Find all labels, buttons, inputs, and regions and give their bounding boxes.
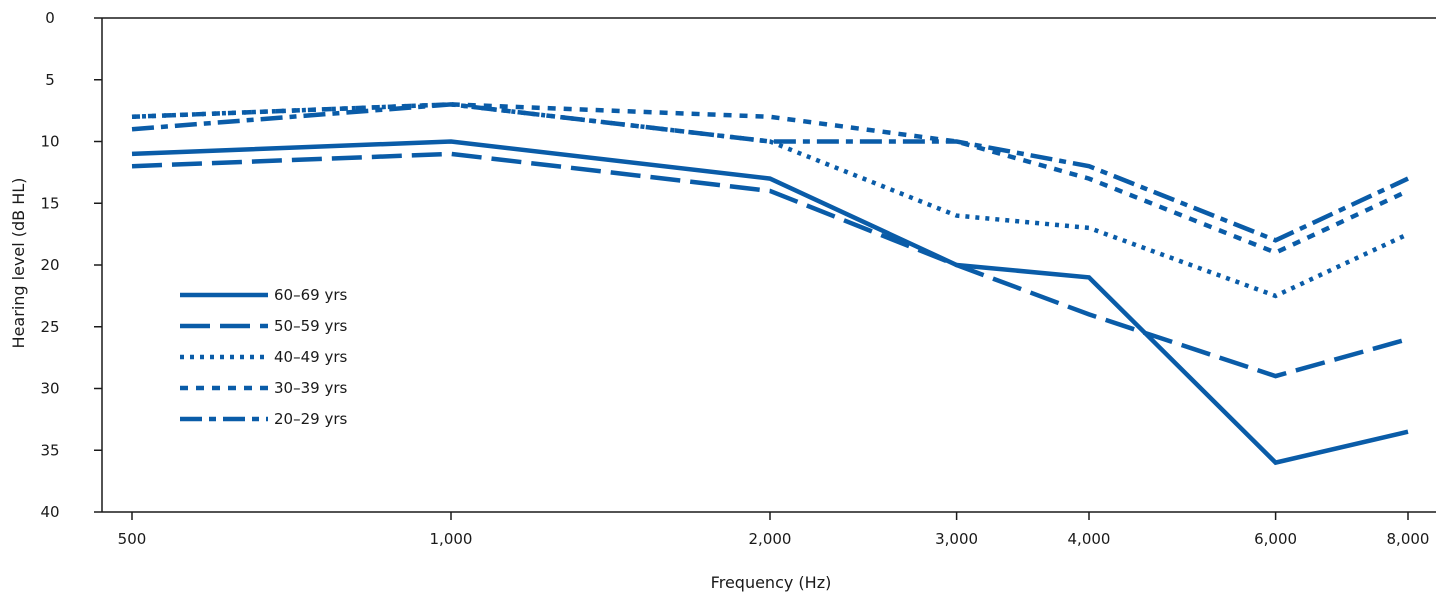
legend-label-0: 60–69 yrs bbox=[274, 286, 347, 304]
series-lines bbox=[131, 102, 1409, 466]
series-line-1 bbox=[131, 151, 1409, 379]
y-tick-label: 0 bbox=[45, 9, 55, 27]
y-tick-label: 25 bbox=[40, 318, 59, 336]
series-line-4 bbox=[131, 102, 1409, 243]
x-tick-label: 4,000 bbox=[1068, 530, 1111, 548]
y-axis-title: Hearing level (dB HL) bbox=[9, 178, 28, 349]
axes bbox=[101, 17, 1436, 513]
x-tick-label: 500 bbox=[118, 530, 147, 548]
y-tick-label: 35 bbox=[40, 441, 59, 459]
legend-label-4: 20–29 yrs bbox=[274, 410, 347, 428]
legend-label-2: 40–49 yrs bbox=[274, 348, 347, 366]
x-tick-label: 8,000 bbox=[1387, 530, 1430, 548]
x-tick-label: 6,000 bbox=[1254, 530, 1297, 548]
y-tick-label: 20 bbox=[40, 256, 59, 274]
y-axis-ticks: 0 5 10 15 20 25 30 35 40 bbox=[40, 9, 102, 521]
y-tick-label: 5 bbox=[45, 71, 55, 89]
legend: 60–69 yrs 50–59 yrs 40–49 yrs 30–39 yrs 20–2… bbox=[180, 286, 347, 428]
x-axis-title: Frequency (Hz) bbox=[711, 573, 832, 592]
legend-label-3: 30–39 yrs bbox=[274, 379, 347, 397]
y-tick-label: 10 bbox=[40, 133, 59, 151]
y-tick-label: 40 bbox=[40, 503, 59, 521]
x-axis-ticks: 500 1,000 2,000 3,000 4,000 6,000 8,000 bbox=[118, 512, 1430, 548]
x-tick-label: 3,000 bbox=[935, 530, 978, 548]
legend-label-1: 50–59 yrs bbox=[274, 317, 347, 335]
y-tick-label: 30 bbox=[40, 380, 59, 398]
series-line-2 bbox=[131, 102, 1409, 299]
x-tick-label: 2,000 bbox=[749, 530, 792, 548]
y-tick-label: 15 bbox=[40, 194, 59, 212]
x-tick-label: 1,000 bbox=[430, 530, 473, 548]
